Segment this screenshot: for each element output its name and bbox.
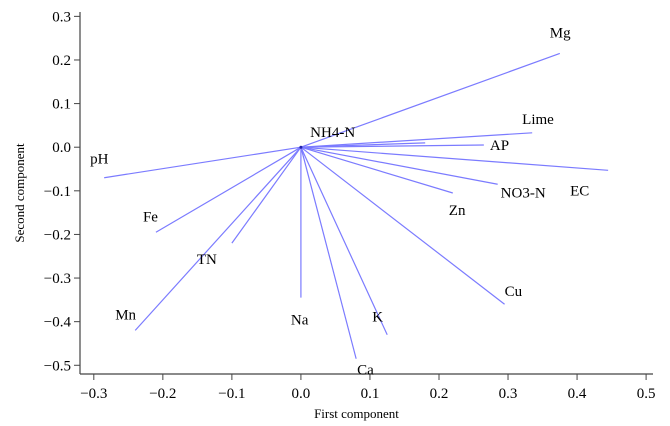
x-tick-label: −0.3 — [80, 386, 107, 402]
vector-line-k — [300, 146, 388, 335]
vector-label-no3-n: NO3-N — [501, 185, 546, 201]
y-axis-title: Second component — [12, 143, 27, 243]
loading-vectors — [104, 52, 609, 359]
x-tick-label: 0.1 — [361, 386, 380, 402]
x-tick-label: −0.2 — [149, 386, 176, 402]
vector-label-tn: TN — [197, 252, 217, 268]
vector-line-mn — [134, 146, 302, 331]
y-tick-label: −0.2 — [44, 227, 71, 243]
vector-label-ec: EC — [570, 183, 589, 199]
x-tick-label: 0.2 — [430, 386, 449, 402]
vector-labels: Mg Lime AP NH4-N EC NO3-N Zn Cu K Ca Na TN Fe Mn pH — [90, 25, 589, 378]
y-tick-label: −0.3 — [44, 271, 71, 287]
vector-label-fe: Fe — [143, 209, 158, 225]
vector-line-fe — [155, 146, 302, 233]
y-tick-label: 0.1 — [52, 97, 71, 113]
vector-label-cu: Cu — [505, 284, 523, 300]
vector-line-ec — [300, 146, 609, 171]
vector-line-tn — [231, 146, 302, 244]
x-tick-label: 0.5 — [637, 386, 656, 402]
vector-line-cu — [300, 146, 505, 305]
x-axis-title: First component — [314, 406, 399, 421]
x-tick-label: −0.1 — [218, 386, 245, 402]
vector-line-mg — [300, 52, 561, 148]
vector-label-ca: Ca — [357, 363, 374, 379]
vector-line-ca — [300, 147, 357, 359]
vector-label-ph: pH — [90, 152, 109, 168]
vector-line-lime — [300, 132, 533, 148]
vector-label-k: K — [372, 310, 383, 326]
vector-label-ap: AP — [490, 138, 509, 154]
origin-point — [299, 145, 303, 149]
y-tick-label: 0.2 — [52, 53, 71, 69]
x-tick-label: 0.3 — [499, 386, 518, 402]
vector-line-ph — [104, 146, 302, 179]
axes — [79, 12, 653, 375]
vector-line-ap — [300, 144, 484, 148]
y-tick-label: 0.3 — [52, 9, 71, 25]
vector-label-mn: Mn — [115, 307, 136, 323]
vector-line-no3-n — [300, 146, 498, 185]
vector-line-nh4-n — [300, 142, 426, 148]
vector-line-zn — [300, 146, 453, 194]
vector-label-zn: Zn — [449, 203, 466, 219]
vector-label-nh4-n: NH4-N — [310, 125, 355, 141]
y-tick-label: −0.1 — [44, 184, 71, 200]
x-tick-label: 0.0 — [292, 386, 311, 402]
y-ticks: 0.3 0.2 0.1 0.0 −0.1 −0.2 −0.3 −0.4 −0.5 — [44, 9, 80, 374]
y-tick-label: −0.4 — [44, 315, 72, 331]
x-tick-label: 0.4 — [568, 386, 587, 402]
y-tick-label: 0.0 — [52, 140, 71, 156]
x-ticks: −0.3 −0.2 −0.1 0.0 0.1 0.2 0.3 0.4 0.5 — [80, 374, 655, 402]
vector-label-mg: Mg — [550, 25, 571, 41]
vector-label-na: Na — [291, 313, 309, 329]
y-tick-label: −0.5 — [44, 358, 71, 374]
vector-label-lime: Lime — [522, 112, 554, 128]
